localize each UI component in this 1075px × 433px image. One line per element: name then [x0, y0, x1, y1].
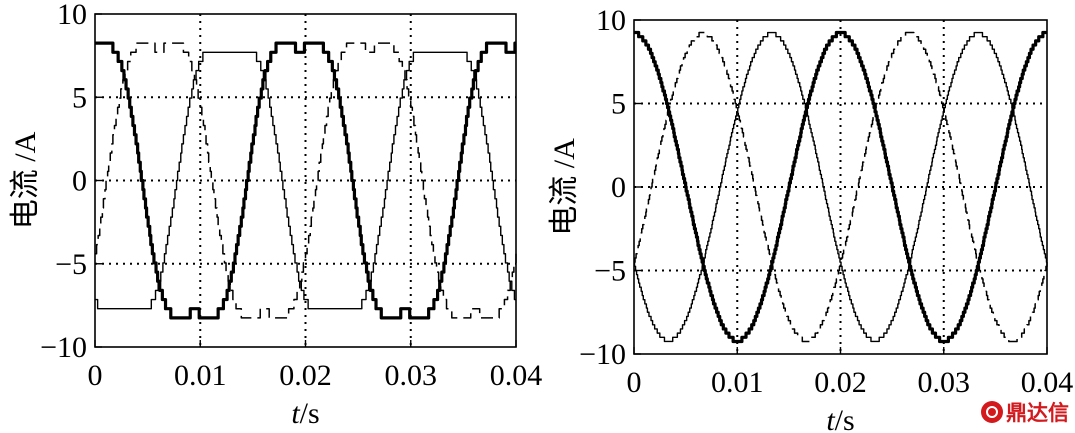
x-tick-label: 0.04 [490, 359, 543, 392]
x-axis-label-unit: /s [300, 397, 320, 430]
y-tick-label: −10 [579, 338, 626, 371]
x-tick-label: 0 [627, 366, 642, 399]
x-tick-label: 0.03 [385, 359, 438, 392]
x-tick-label: 0.01 [711, 366, 764, 399]
watermark: 鼎达信 [981, 397, 1069, 427]
series-line-dashed [94, 42, 517, 319]
x-tick-label: 0.02 [279, 359, 332, 392]
x-tick-label: 0.04 [1021, 366, 1074, 399]
x-axis-label-unit: /s [835, 404, 855, 433]
y-axis-label: 电流 /A [548, 138, 581, 236]
y-tick-label: 5 [611, 88, 626, 121]
series-line-thin-solid [94, 51, 517, 310]
y-tick-label: 10 [596, 4, 626, 37]
x-tick-label: 0.02 [814, 366, 867, 399]
x-axis-label-var: t [291, 397, 300, 430]
series-line-dashed [633, 31, 1048, 343]
grid [634, 20, 1047, 354]
y-tick-label: 5 [72, 81, 87, 114]
x-tick-label: 0.03 [918, 366, 971, 399]
grid [95, 14, 516, 347]
x-tick-label: 0 [88, 359, 103, 392]
y-tick-label: 0 [611, 171, 626, 204]
watermark-logo-icon [981, 401, 1003, 423]
y-tick-label: −10 [40, 331, 87, 364]
series-line-thick-solid [93, 41, 518, 320]
x-axis-label: t/s [826, 404, 854, 433]
y-tick-label: −5 [55, 248, 87, 281]
y-axis-label: 电流 /A [9, 131, 42, 229]
x-axis-label-var: t [826, 404, 835, 433]
y-tick-label: 10 [57, 0, 87, 31]
chart-1: 0 0.01 0.02 0.03 0.04 −10 −5 0 5 10 t/s 电流 /A [9, 0, 542, 430]
series-line-thick-solid [632, 30, 1049, 344]
x-tick-label: 0.01 [174, 359, 227, 392]
y-tick-label: −5 [594, 255, 626, 288]
series-line-thin-solid [633, 31, 1048, 343]
y-tick-label: 0 [72, 165, 87, 198]
x-axis-label: t/s [291, 397, 319, 430]
chart-2: 0 0.01 0.02 0.03 0.04 −10 −5 0 5 10 t/s 电流 /A [548, 4, 1073, 433]
watermark-text: 鼎达信 [1006, 401, 1069, 425]
